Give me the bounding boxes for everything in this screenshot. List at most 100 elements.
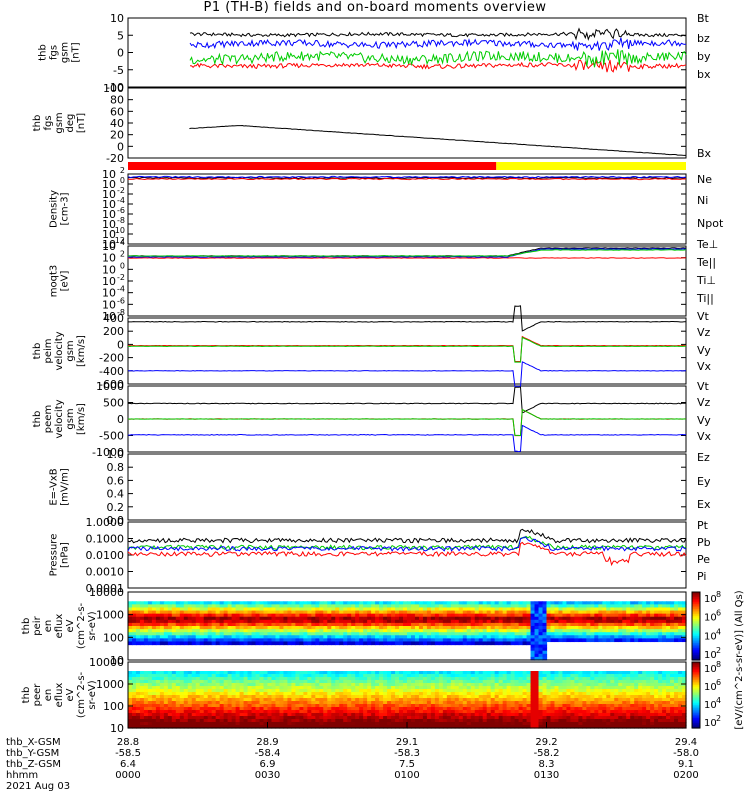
y-tick-label: 0.0100: [86, 549, 125, 562]
colorbar-cell: [692, 646, 700, 649]
colorbar-cell: [692, 666, 700, 670]
colorbar-cell: [692, 592, 700, 595]
y-axis-label: thb: [38, 44, 49, 61]
colorbar-cell: [692, 678, 700, 681]
legend-Vx: Vx: [697, 360, 712, 373]
colorbar-cell: [692, 603, 700, 607]
colorbar-tick-label: 10: [704, 664, 717, 675]
colorbar-cell: [692, 685, 700, 688]
colorbar-cell: [692, 595, 700, 598]
y-tick-label: 100: [103, 631, 124, 644]
legend-Npot: Npot: [697, 217, 724, 230]
y-tick-exponent: -2: [117, 273, 125, 282]
colorbar-tick-label: 10: [704, 718, 717, 729]
series-bx: [189, 37, 687, 51]
colorbar-cell: [692, 676, 700, 680]
colorbar-cell: [692, 673, 700, 676]
colorbar-cell: [692, 653, 700, 656]
x-axis-value: -58.5: [115, 748, 141, 759]
y-tick-label: 1.0: [107, 448, 125, 461]
x-axis-value: 28.9: [256, 737, 278, 748]
colorbar-tick-label: 10: [704, 682, 717, 693]
y-axis-label: moqt3: [49, 265, 60, 298]
y-axis-label: gsm: [65, 408, 76, 429]
x-axis-value: 29.2: [535, 737, 557, 748]
y-tick-label: 10: [102, 238, 116, 251]
y-axis-label: thb: [21, 687, 32, 704]
colorbar-cell: [692, 615, 700, 619]
colorbar-cell: [692, 644, 700, 647]
legend-Vz: Vz: [697, 396, 711, 409]
y-tick-label: 5: [117, 29, 124, 42]
y-tick-label: 10: [110, 12, 124, 25]
y-tick-label: -600: [99, 378, 124, 391]
colorbar-cell: [692, 632, 700, 636]
velocity-series-blue: [127, 361, 687, 388]
y-tick-label: 0.2: [107, 501, 125, 514]
colorbar-cell: [692, 708, 700, 711]
legend-Vy: Vy: [697, 344, 711, 357]
y-tick-label: 10: [110, 654, 124, 667]
y-axis-label: thb: [32, 115, 43, 132]
colorbar-cell: [692, 671, 700, 675]
colorbar-frame: [691, 591, 701, 661]
y-tick-label: 10: [102, 252, 116, 265]
spectrogram-peer: [128, 671, 687, 729]
legend-bz: bz: [697, 32, 710, 45]
x-axis-value: 6.9: [260, 759, 276, 770]
x-axis-row-label: thb_Z-GSM: [6, 759, 61, 770]
x-axis-value: -58.0: [673, 748, 699, 759]
colorbar-cell: [692, 629, 700, 632]
colorbar-cell: [692, 688, 700, 691]
panel-fgs: 10 5 0 -5 -10 thb fgs gsm [nT] Bt bz by bx: [38, 12, 711, 94]
colorbar-cell: [692, 643, 700, 646]
y-axis-label: gsm: [60, 42, 71, 63]
panel-efield: 1.00.80.60.40.20.0 E=-VxB [mV/m] Ez Ey Ex: [49, 448, 711, 527]
colorbar-tick-label: 10: [704, 631, 717, 642]
colorbar-cell: [692, 636, 700, 639]
colorbar-cell: [692, 703, 700, 706]
pressure-series: [127, 541, 687, 567]
y-tick-label: 10: [102, 240, 116, 253]
y-axis-label: sr-eV): [87, 611, 98, 640]
colorbar-cell: [692, 724, 700, 727]
colorbar-cell: [692, 696, 700, 699]
x-axis-value: 7.5: [399, 759, 415, 770]
legend-Vz: Vz: [697, 326, 711, 339]
y-tick-exponent: 0: [120, 176, 125, 185]
legend-Pt: Pt: [697, 519, 709, 532]
panel-frame: [127, 453, 687, 521]
y-tick-label: 10: [102, 287, 116, 300]
y-axis-label: deg: [65, 114, 76, 133]
legend-Vt: Vt: [697, 310, 710, 323]
velocity-series-green: [127, 336, 687, 363]
y-tick-exponent: -6: [117, 206, 125, 215]
colorbar-tick-exponent: 8: [716, 590, 721, 599]
colorbar-cell: [692, 617, 700, 620]
colorbar-tick-exponent: 4: [716, 696, 721, 705]
y-axis-label: (cm^2-s-: [76, 671, 87, 718]
panel-frame: [127, 317, 687, 385]
y-tick-label: -5: [113, 64, 124, 77]
legend-Ey: Ey: [697, 475, 711, 488]
y-tick-label: 0.6: [107, 474, 125, 487]
colorbar-cell: [692, 723, 700, 726]
x-axis-row-label: thb_X-GSM: [6, 737, 61, 748]
y-axis-label: fgs: [49, 45, 60, 60]
colorbar-cell: [692, 698, 700, 701]
y-axis-label: [eV]: [60, 271, 71, 292]
colorbar-cell: [692, 718, 700, 721]
colorbar-tick-label: 10: [704, 613, 717, 624]
y-tick-exponent: -8: [117, 216, 125, 225]
colorbar-cell: [692, 709, 700, 713]
colorbar-cell: [692, 602, 700, 605]
mode-segment-red: [128, 162, 497, 170]
y-axis-label: velocity: [54, 331, 65, 370]
colorbar-cell: [692, 663, 700, 666]
legend-Ez: Ez: [697, 451, 710, 464]
colorbar-cell: [692, 680, 700, 683]
colorbar-cell: [692, 610, 700, 613]
y-tick-label: -1000: [92, 446, 124, 459]
panel-pressure: 1.0000 0.1000 0.0100 0.0010 0.0001 Pressure [n…: [49, 516, 711, 595]
x-axis-value: 6.4: [120, 759, 136, 770]
